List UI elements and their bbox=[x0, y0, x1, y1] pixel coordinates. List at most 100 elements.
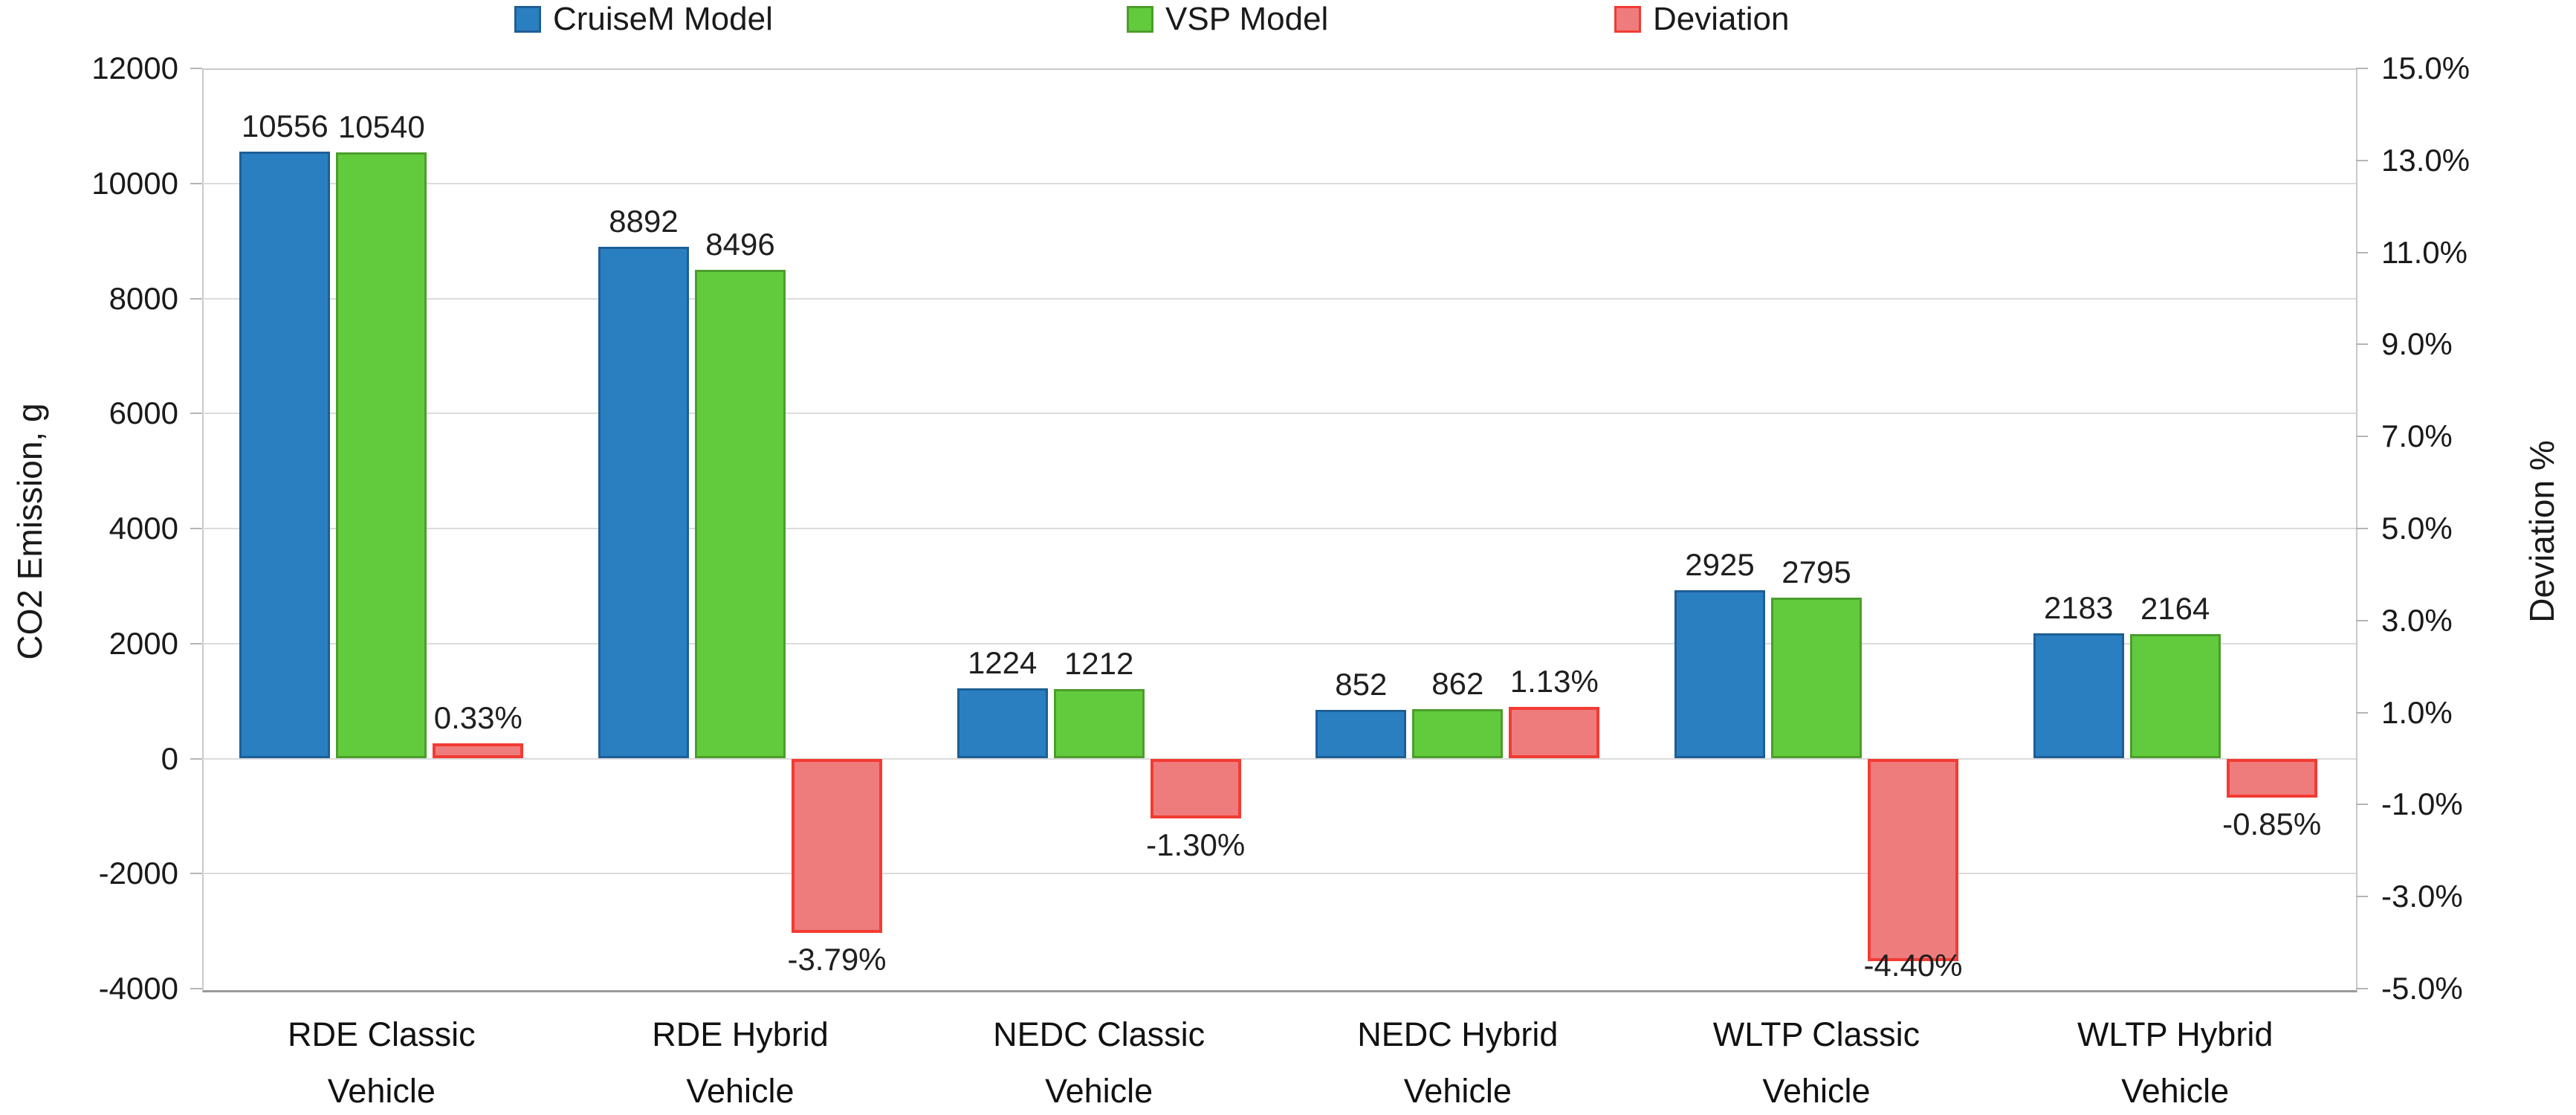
right-axis-tick bbox=[2356, 68, 2368, 69]
right-axis-tick-label: -3.0% bbox=[2381, 879, 2463, 914]
bar-cruisem-model bbox=[239, 151, 331, 759]
bar-deviation bbox=[1868, 758, 1958, 961]
right-axis-tick bbox=[2356, 436, 2368, 438]
plot-area bbox=[202, 68, 2357, 992]
left-axis-tick bbox=[190, 757, 202, 760]
left-axis-tick bbox=[190, 528, 202, 529]
right-axis-tick bbox=[2356, 896, 2368, 898]
legend-label: Deviation bbox=[1653, 1, 1790, 37]
right-axis-tick-label: 7.0% bbox=[2381, 418, 2453, 454]
category-label: NEDC Hybrid Vehicle bbox=[1357, 1015, 1559, 1110]
bar-value-label: -4.40% bbox=[1863, 948, 1963, 983]
bar-cruisem-model bbox=[957, 688, 1048, 759]
right-axis-tick bbox=[2356, 343, 2368, 346]
right-axis-tick-label: 9.0% bbox=[2381, 326, 2453, 362]
bar-value-label: 2183 bbox=[2043, 589, 2114, 625]
legend-item-deviation: Deviation bbox=[1614, 0, 1789, 39]
legend-item-cruisem: CruiseM Model bbox=[514, 0, 773, 39]
bar-vsp-model bbox=[1053, 688, 1145, 759]
bar-vsp-model bbox=[336, 152, 427, 759]
bar-deviation bbox=[1150, 758, 1241, 818]
bar-value-label: -1.30% bbox=[1146, 827, 1246, 862]
left-axis-tick-label: 4000 bbox=[109, 511, 178, 546]
gridline bbox=[202, 182, 2356, 184]
right-axis-tick-label: 11.0% bbox=[2381, 234, 2467, 270]
gridline bbox=[202, 297, 2356, 300]
bar-cruisem-model bbox=[1315, 709, 1407, 759]
left-axis-tick-label: 12000 bbox=[91, 51, 178, 85]
bar-value-label: 1224 bbox=[967, 644, 1038, 680]
bar-value-label: 852 bbox=[1335, 666, 1388, 702]
right-axis-tick bbox=[2356, 251, 2368, 253]
gridline bbox=[202, 642, 2356, 644]
legend-item-vsp: VSP Model bbox=[1127, 0, 1328, 39]
left-axis-tick-label: 10000 bbox=[91, 165, 178, 201]
bar-vsp-model bbox=[1771, 598, 1862, 759]
category-label: NEDC Classic Vehicle bbox=[993, 1015, 1206, 1110]
left-axis-tick bbox=[190, 68, 202, 69]
bar-value-label: -3.79% bbox=[787, 942, 887, 977]
right-axis-tick bbox=[2356, 804, 2368, 806]
legend-label: CruiseM Model bbox=[553, 1, 773, 37]
bar-deviation bbox=[792, 758, 882, 934]
left-axis-tick-label: 8000 bbox=[109, 280, 178, 316]
bar-value-label: 8496 bbox=[705, 227, 775, 262]
bar-value-label: 1.13% bbox=[1509, 663, 1599, 699]
category-label: WLTP Classic Vehicle bbox=[1712, 1015, 1920, 1110]
right-axis-tick-label: -1.0% bbox=[2381, 786, 2463, 822]
bar-value-label: -0.85% bbox=[2222, 807, 2322, 842]
left-axis-tick bbox=[190, 297, 202, 300]
bar-value-label: 862 bbox=[1431, 665, 1484, 701]
bar-value-label: 10556 bbox=[241, 108, 329, 143]
right-axis-tick-label: 15.0% bbox=[2381, 51, 2470, 85]
right-axis-tick bbox=[2356, 159, 2368, 161]
vsp-swatch-icon bbox=[1127, 6, 1153, 33]
right-axis-tick bbox=[2356, 619, 2368, 621]
gridline bbox=[202, 413, 2356, 415]
right-axis-tick bbox=[2356, 528, 2368, 529]
bar-value-label: 1212 bbox=[1064, 645, 1134, 681]
gridline bbox=[202, 528, 2356, 529]
bar-vsp-model bbox=[1412, 708, 1504, 759]
bar-value-label: 8892 bbox=[609, 204, 679, 239]
cruisem-swatch-icon bbox=[514, 6, 541, 33]
bar-vsp-model bbox=[2129, 634, 2221, 759]
gridline bbox=[202, 757, 2356, 760]
bar-value-label: 2164 bbox=[2140, 591, 2210, 627]
bar-vsp-model bbox=[695, 270, 786, 759]
right-axis-tick-label: 5.0% bbox=[2381, 511, 2453, 546]
bar-cruisem-model bbox=[2033, 633, 2124, 759]
left-axis-tick-label: 2000 bbox=[109, 625, 178, 661]
right-axis-tick-label: -5.0% bbox=[2381, 971, 2463, 1006]
left-axis-tick-label: -4000 bbox=[98, 971, 178, 1006]
legend-label: VSP Model bbox=[1165, 1, 1329, 37]
bar-cruisem-model bbox=[1674, 590, 1765, 759]
left-axis-tick bbox=[190, 413, 202, 415]
bar-cruisem-model bbox=[598, 247, 689, 759]
category-label: RDE Classic Vehicle bbox=[288, 1015, 476, 1110]
left-axis-tick-label: -2000 bbox=[98, 856, 178, 891]
left-axis-tick-label: 0 bbox=[161, 740, 178, 776]
right-axis-tick bbox=[2356, 988, 2368, 989]
gridline bbox=[202, 873, 2356, 875]
left-axis-tick bbox=[190, 873, 202, 875]
right-axis-tick-label: 3.0% bbox=[2381, 602, 2453, 638]
deviation-swatch-icon bbox=[1614, 6, 1641, 33]
right-axis-tick bbox=[2356, 711, 2368, 714]
bar-deviation bbox=[433, 743, 524, 759]
bar-value-label: 2795 bbox=[1781, 555, 1851, 590]
category-label: RDE Hybrid Vehicle bbox=[652, 1015, 829, 1110]
left-axis-tick bbox=[190, 182, 202, 184]
left-axis-tick bbox=[190, 988, 202, 989]
bar-value-label: 10540 bbox=[337, 109, 425, 144]
left-axis-tick bbox=[190, 642, 202, 644]
right-axis-tick-label: 1.0% bbox=[2381, 694, 2453, 730]
bar-value-label: 0.33% bbox=[433, 700, 522, 736]
right-axis-tick-label: 13.0% bbox=[2381, 142, 2470, 178]
category-label: WLTP Hybrid Vehicle bbox=[2077, 1015, 2274, 1110]
bar-deviation bbox=[1509, 706, 1600, 759]
legend: CruiseM Model VSP Model Deviation bbox=[0, 0, 2576, 45]
bar-deviation bbox=[2226, 758, 2317, 798]
bar-value-label: 2925 bbox=[1685, 547, 1755, 583]
